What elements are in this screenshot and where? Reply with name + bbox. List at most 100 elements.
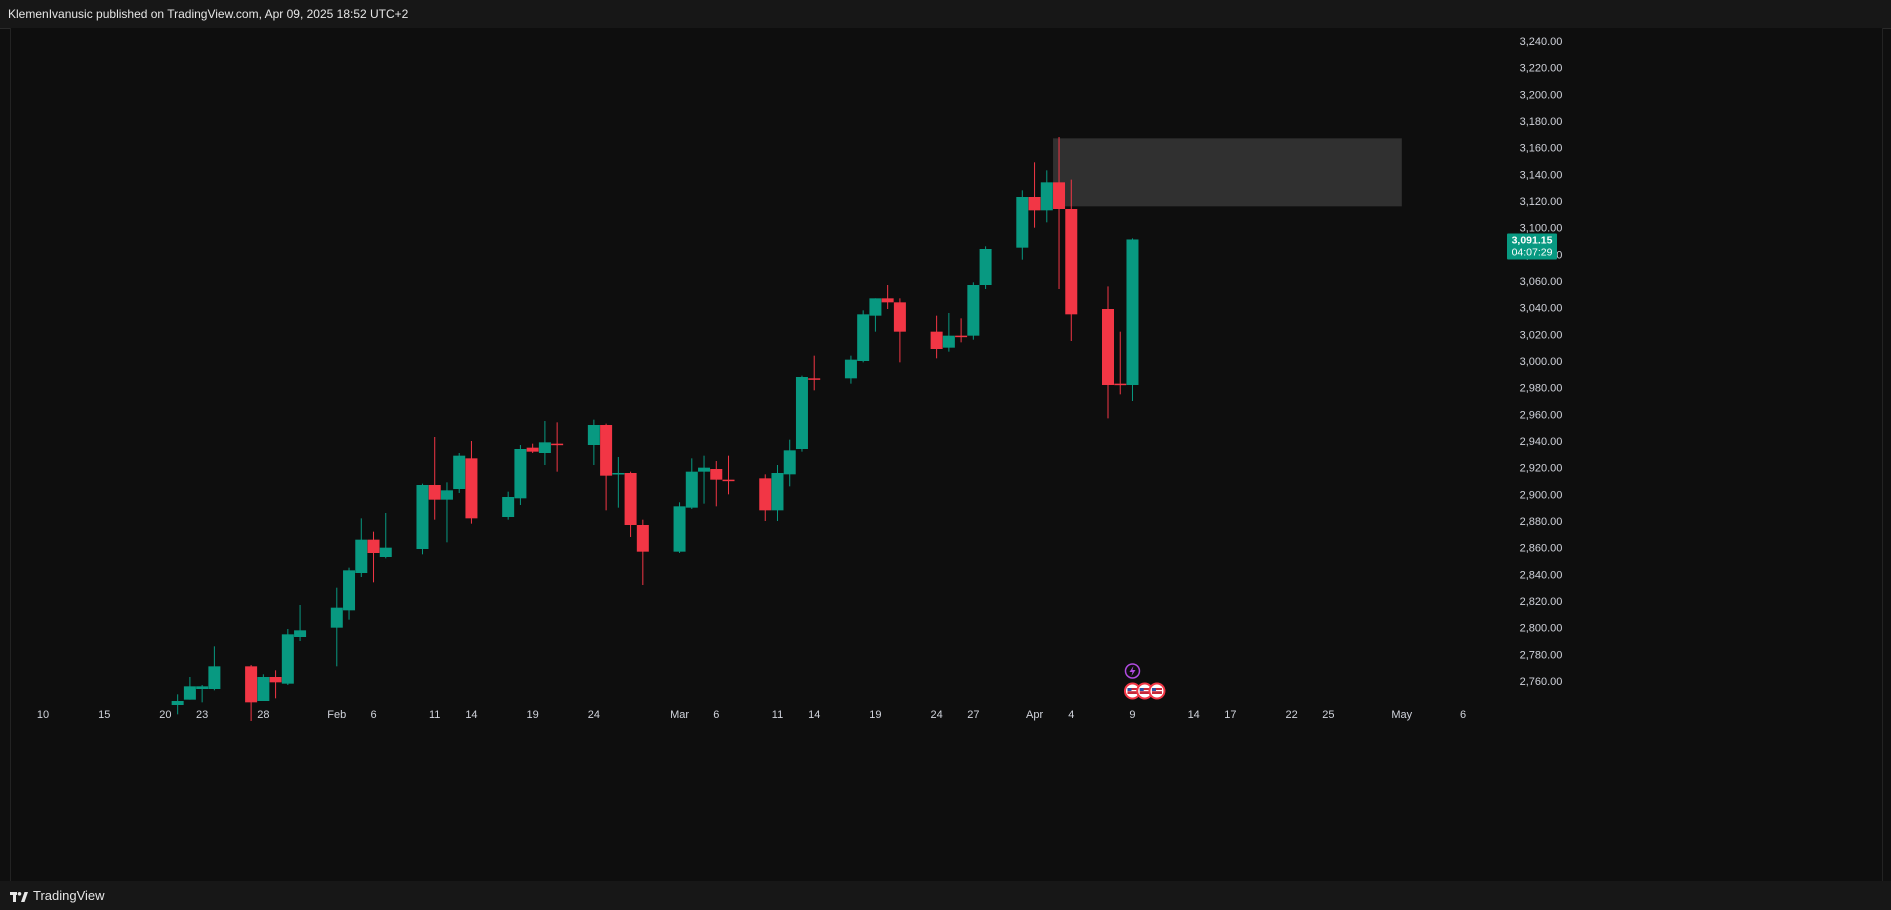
candle-body[interactable] — [1114, 383, 1127, 386]
candle-body[interactable] — [783, 450, 796, 475]
candle-body[interactable] — [257, 677, 270, 701]
chart-area[interactable]: 2,760.00 2,780.00 2,800.00 2,820.00 2,840.00… — [10, 28, 1883, 881]
us-flag-stripe-white — [1151, 690, 1162, 692]
candle-body[interactable] — [343, 570, 356, 611]
y-axis-tick-label: 3,060.00 — [1520, 276, 1563, 288]
candle-body[interactable] — [967, 285, 980, 336]
candle-body[interactable] — [808, 378, 821, 380]
x-axis-tick-label: 19 — [869, 709, 881, 721]
candle-body[interactable] — [245, 666, 258, 703]
candle-body[interactable] — [379, 547, 392, 557]
candle-body[interactable] — [759, 478, 772, 511]
footer-bar: TradingView — [0, 881, 1891, 910]
y-axis-tick-label: 3,100.00 — [1520, 223, 1563, 235]
candle-body[interactable] — [183, 686, 196, 700]
x-axis-tick-label: 25 — [1322, 709, 1334, 721]
us-flag-canton — [1139, 688, 1144, 691]
us-flag-canton — [1127, 688, 1132, 691]
lightning-bolt-icon[interactable] — [1124, 663, 1141, 679]
candle-body[interactable] — [330, 607, 343, 628]
candle-body[interactable] — [355, 539, 368, 573]
candle-body[interactable] — [930, 331, 943, 349]
x-axis-tick-label: 14 — [1188, 709, 1200, 721]
x-axis-tick-label: 14 — [808, 709, 820, 721]
x-axis-tick-label: Apr — [1026, 709, 1043, 721]
candle-body[interactable] — [857, 314, 870, 361]
candle-body[interactable] — [1053, 182, 1066, 209]
candle-body[interactable] — [600, 425, 613, 476]
x-axis-tick-label: 4 — [1068, 709, 1074, 721]
candle-body[interactable] — [416, 485, 429, 549]
x-axis-tick-label: 17 — [1224, 709, 1236, 721]
resistance-zone[interactable] — [1053, 138, 1402, 207]
candle-body[interactable] — [624, 473, 637, 525]
tradingview-logo[interactable]: TradingView — [10, 888, 105, 903]
candle-body[interactable] — [428, 485, 441, 500]
candle-body[interactable] — [844, 359, 857, 379]
candle-body[interactable] — [367, 539, 380, 553]
tradingview-brand-label: TradingView — [33, 888, 105, 903]
x-axis-tick-label: 6 — [713, 709, 719, 721]
y-axis-tick-label: 3,180.00 — [1520, 116, 1563, 128]
y-axis-tick-label: 2,880.00 — [1520, 516, 1563, 528]
candle-body[interactable] — [869, 298, 882, 316]
x-axis-tick-label: 14 — [465, 709, 477, 721]
candle-body[interactable] — [722, 479, 735, 482]
last-price-badge — [1507, 233, 1557, 260]
x-axis-tick-label: 28 — [257, 709, 269, 721]
candle-body[interactable] — [171, 701, 184, 705]
candle-body[interactable] — [1016, 197, 1029, 248]
y-axis-tick-label: 3,000.00 — [1520, 356, 1563, 368]
candle-body[interactable] — [196, 686, 209, 689]
candle-body[interactable] — [942, 335, 955, 348]
candle-body[interactable] — [771, 473, 784, 511]
candle-body[interactable] — [551, 443, 564, 446]
candle-body[interactable] — [294, 630, 307, 637]
candle-body[interactable] — [979, 249, 992, 285]
candle-body[interactable] — [685, 471, 698, 508]
y-axis-tick-label: 2,920.00 — [1520, 463, 1563, 475]
x-axis-tick-label: Mar — [670, 709, 689, 721]
candle-body[interactable] — [673, 506, 686, 552]
y-axis-tick-label: 2,860.00 — [1520, 543, 1563, 555]
candle-body[interactable] — [538, 442, 551, 453]
candle-body[interactable] — [281, 634, 294, 684]
candle-body[interactable] — [893, 302, 906, 332]
y-axis-tick-label: 2,800.00 — [1520, 623, 1563, 635]
candle-body[interactable] — [1040, 182, 1053, 211]
candle-body[interactable] — [514, 449, 527, 499]
x-axis-tick-label: 6 — [370, 709, 376, 721]
candle-body[interactable] — [698, 467, 711, 472]
candle-body[interactable] — [502, 497, 515, 517]
candle-body[interactable] — [1126, 239, 1139, 385]
candle-body[interactable] — [465, 458, 478, 519]
candle-body[interactable] — [208, 666, 221, 689]
candle-body[interactable] — [1028, 197, 1041, 211]
candle-body[interactable] — [612, 473, 625, 475]
candle-body[interactable] — [636, 525, 649, 552]
candle-body[interactable] — [955, 335, 968, 338]
candle-body[interactable] — [526, 447, 539, 452]
y-axis-tick-label: 2,780.00 — [1520, 649, 1563, 661]
candle-body[interactable] — [881, 298, 894, 303]
candle-body[interactable] — [587, 425, 600, 445]
x-axis-tick-label: 9 — [1129, 709, 1135, 721]
candle-body[interactable] — [1102, 309, 1114, 385]
candle-body[interactable] — [440, 490, 453, 500]
candlestick-chart[interactable]: 2,760.00 2,780.00 2,800.00 2,820.00 2,840.00… — [11, 28, 1882, 881]
publish-info-text: KlemenIvanusic published on TradingView.… — [8, 7, 409, 21]
candle-body[interactable] — [795, 377, 808, 449]
x-axis-tick-label: 15 — [98, 709, 110, 721]
bar-countdown-timer: 04:07:29 — [1512, 246, 1553, 258]
x-axis-tick-label: 27 — [967, 709, 979, 721]
candle-body[interactable] — [453, 455, 466, 489]
y-axis-tick-label: 2,980.00 — [1520, 383, 1563, 395]
y-axis-tick-label: 3,020.00 — [1520, 329, 1563, 341]
candle-body[interactable] — [1065, 209, 1078, 315]
x-axis-tick-label: 23 — [196, 709, 208, 721]
lightning-bolt-glyph — [1129, 666, 1136, 676]
x-axis-tick-label: 20 — [159, 709, 171, 721]
y-axis-tick-label: 2,940.00 — [1520, 436, 1563, 448]
candle-body[interactable] — [269, 677, 282, 683]
candle-body[interactable] — [710, 469, 723, 480]
